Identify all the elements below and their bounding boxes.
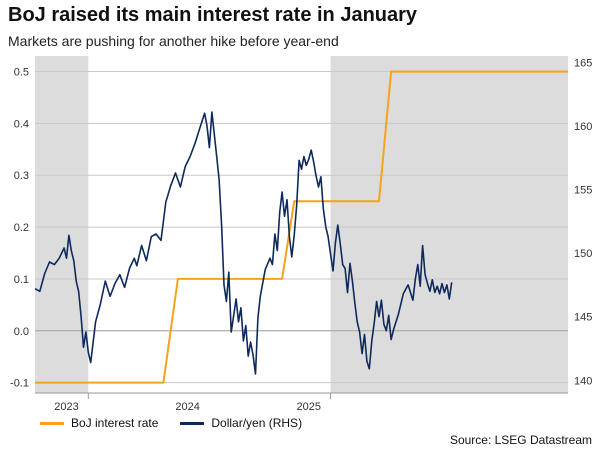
left-axis-tick-label: 0.2 (14, 222, 29, 234)
left-axis-tick-label: 0.5 (14, 67, 29, 79)
x-axis-label-2025: 2025 (297, 401, 321, 413)
right-axis-tick-label: 160 (574, 121, 592, 133)
left-axis-tick-label: -0.1 (10, 378, 29, 390)
legend-item-boj-rate: BoJ interest rate (40, 416, 158, 430)
left-axis-tick-label: 0.0 (14, 326, 29, 338)
left-axis-tick-label: 0.3 (14, 170, 29, 182)
left-axis-tick-label: 0.4 (14, 118, 29, 130)
right-axis-tick-label: 150 (574, 248, 592, 260)
x-axis-label-2024: 2024 (175, 401, 199, 413)
chart-source: Source: LSEG Datastream (449, 433, 592, 447)
right-axis-tick-label: 140 (574, 375, 592, 387)
shaded-period-1 (330, 56, 568, 393)
series-line-boj-rate (35, 70, 568, 384)
legend-item-dollar-yen: Dollar/yen (RHS) (180, 416, 302, 430)
legend-label-boj-rate: BoJ interest rate (71, 416, 159, 430)
chart-legend: BoJ interest rate Dollar/yen (RHS) (40, 416, 302, 430)
left-axis-tick-label: 0.1 (14, 274, 29, 286)
legend-swatch-dollar-yen (180, 421, 205, 425)
series-line-dollar-yen (34, 111, 453, 375)
x-axis-label-2023: 2023 (54, 401, 78, 413)
right-axis-tick-label: 145 (574, 312, 592, 324)
right-axis-tick-label: 155 (574, 185, 592, 197)
chart-title: BoJ raised its main interest rate in Jan… (8, 4, 418, 26)
right-axis-tick-label: 165 (574, 57, 592, 69)
shaded-period-0 (35, 56, 89, 393)
chart-subtitle: Markets are pushing for another hike bef… (8, 33, 339, 49)
legend-label-dollar-yen: Dollar/yen (RHS) (211, 416, 303, 430)
legend-swatch-boj-rate (40, 421, 64, 425)
